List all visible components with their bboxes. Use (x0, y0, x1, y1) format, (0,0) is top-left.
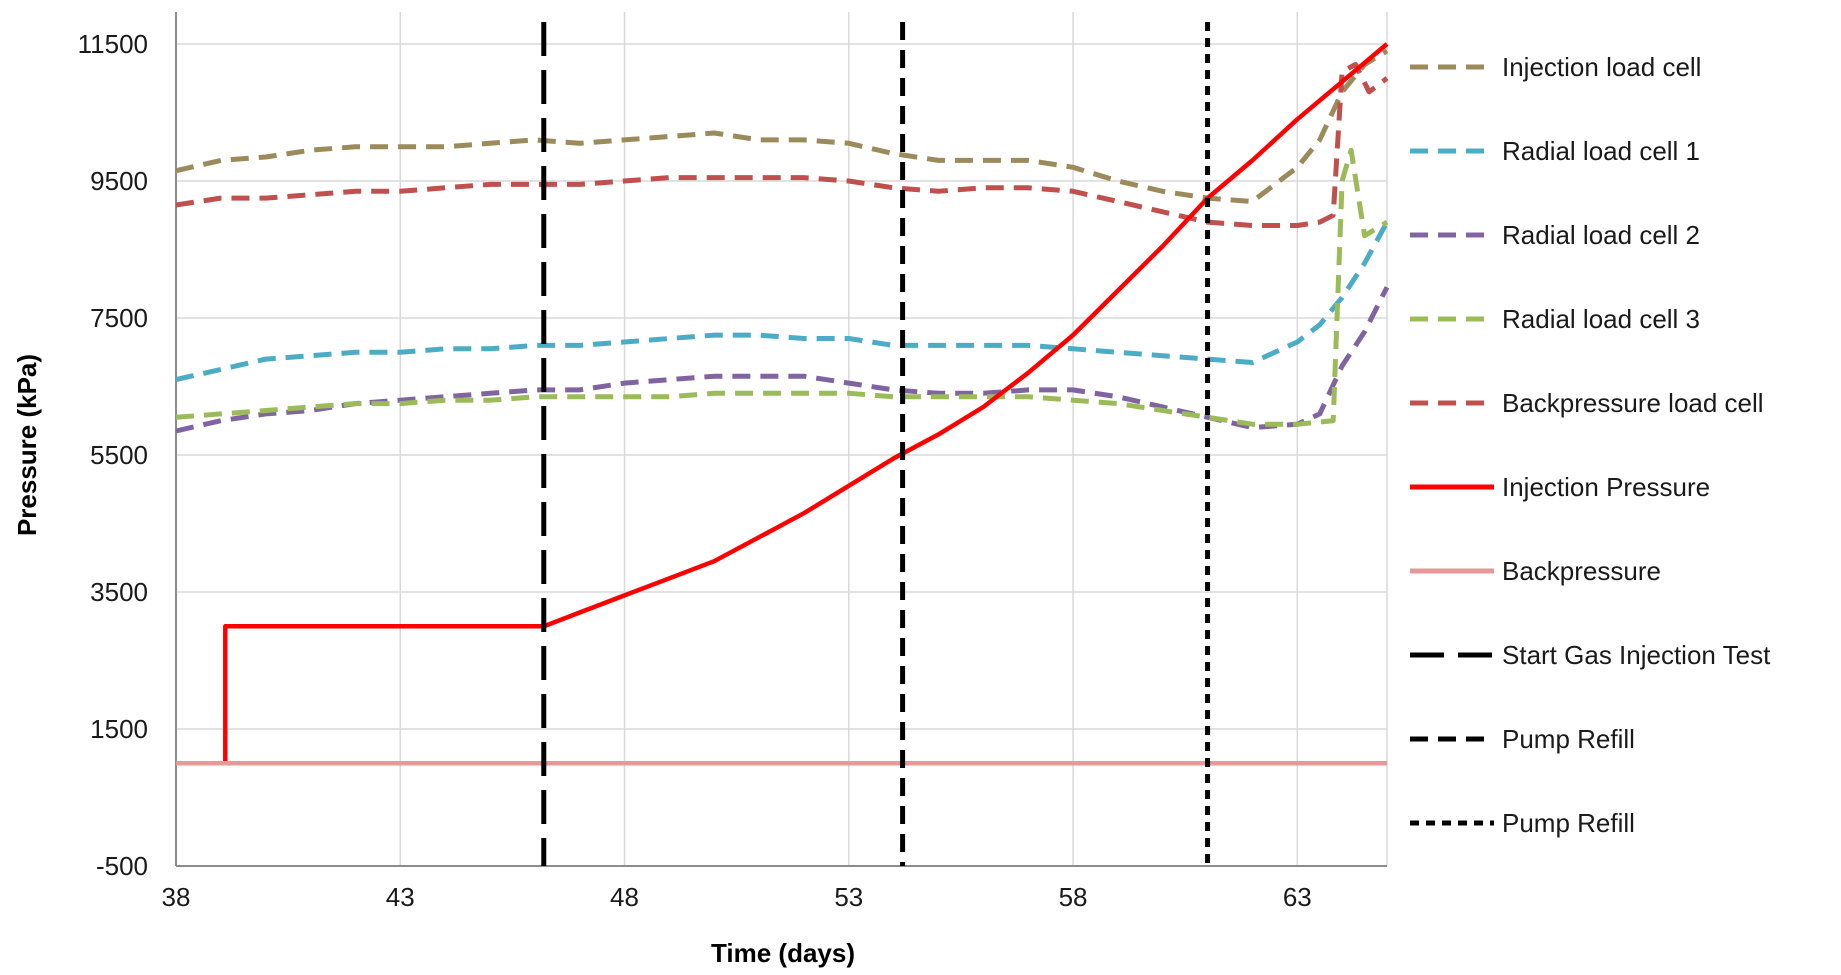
series-line-radial-load-cell-2 (175, 286, 1390, 434)
legend-item: Backpressure (1410, 556, 1661, 586)
x-tick-label: 48 (610, 882, 639, 912)
series-line-radial-load-cell-3 (175, 147, 1389, 427)
x-axis-title: Time (days) (711, 938, 855, 968)
axes (175, 12, 1387, 867)
legend-label: Backpressure (1502, 556, 1661, 586)
y-tick-label: 1500 (90, 714, 148, 744)
legend-item: Backpressure load cell (1410, 388, 1764, 418)
legend-label: Pump Refill (1502, 724, 1635, 754)
legend-item: Radial load cell 1 (1410, 136, 1700, 166)
legend-label: Pump Refill (1502, 808, 1635, 838)
x-tick-label: 43 (386, 882, 415, 912)
legend: Injection load cell Radial load cell 1 Rad… (1410, 52, 1771, 838)
legend-item: Pump Refill (1410, 808, 1635, 838)
legend-item: Injection load cell (1410, 52, 1701, 82)
y-tick-label: 7500 (90, 303, 148, 333)
x-tick-label: 58 (1059, 882, 1088, 912)
y-tick-label: 9500 (90, 166, 148, 196)
y-tick-label: -500 (96, 851, 148, 881)
tick-labels: -500 1500 3500 5500 7500 9500 11500 38 43 48 53 58 6… (78, 29, 1312, 912)
x-tick-label: 38 (162, 882, 191, 912)
legend-item: Radial load cell 3 (1410, 304, 1700, 334)
x-tick-label: 63 (1283, 882, 1312, 912)
series-line-injection-pressure (176, 42, 1389, 766)
y-tick-label: 11500 (78, 29, 148, 59)
plot-area (175, 42, 1390, 766)
legend-label: Injection load cell (1502, 52, 1701, 82)
grid (176, 12, 1388, 866)
legend-item: Start Gas Injection Test (1410, 640, 1771, 670)
legend-label: Backpressure load cell (1502, 388, 1764, 418)
legend-label: Injection Pressure (1502, 472, 1710, 502)
y-tick-label: 3500 (90, 577, 148, 607)
series-line-radial-load-cell-1 (175, 220, 1390, 383)
vertical-markers (541, 22, 1211, 866)
x-tick-label: 53 (834, 882, 863, 912)
y-axis-title: Pressure (kPa) (12, 354, 42, 536)
legend-item: Injection Pressure (1410, 472, 1710, 502)
legend-label: Radial load cell 1 (1502, 136, 1700, 166)
legend-label: Radial load cell 3 (1502, 304, 1700, 334)
series-line-backpressure-load-cell (175, 62, 1389, 228)
legend-item: Pump Refill (1410, 724, 1635, 754)
series-line-injection-load-cell (175, 48, 1389, 204)
y-tick-label: 5500 (90, 440, 148, 470)
legend-label: Radial load cell 2 (1502, 220, 1700, 250)
legend-item: Radial load cell 2 (1410, 220, 1700, 250)
legend-label: Start Gas Injection Test (1502, 640, 1771, 670)
